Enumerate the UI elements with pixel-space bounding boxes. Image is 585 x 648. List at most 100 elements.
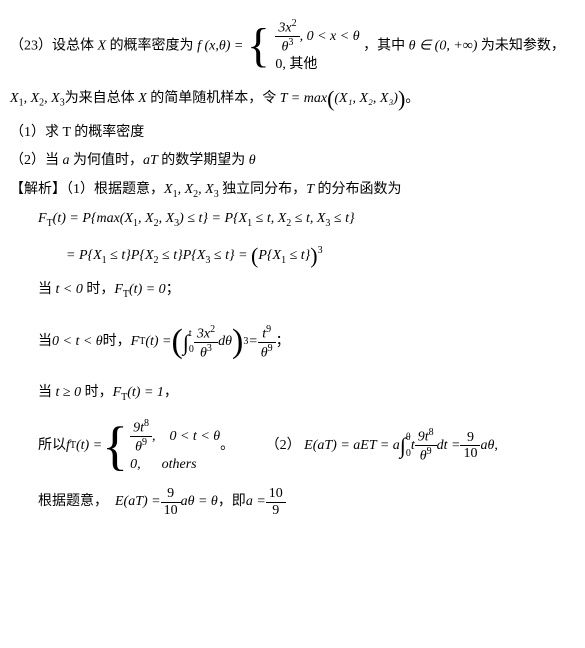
text: 为何值时， — [70, 153, 144, 168]
case-lt0: 当 t < 0 时，FT(t) = 0； — [38, 279, 575, 303]
lparen-icon: ( — [172, 315, 183, 369]
sup: 9 — [427, 446, 432, 457]
fraction: t9 θ9 — [258, 324, 276, 361]
sup: 9 — [142, 437, 147, 448]
T-args: (X₁, X₂, X₃) — [334, 91, 398, 106]
mid: aθ = θ — [181, 491, 218, 513]
text: ， — [164, 385, 178, 400]
cond: t ≥ 0 — [56, 385, 82, 400]
var-X: X — [138, 91, 147, 106]
a-eq: a = — [246, 491, 266, 513]
den: θ — [261, 346, 268, 361]
F: F — [113, 385, 122, 400]
part2-expectation: （2） E(aT) = aET = a ∫θ0 t 9t8 θ9 dt = 9 … — [266, 427, 498, 464]
num: 10 — [266, 486, 286, 502]
fraction: 9 10 — [460, 430, 480, 462]
case2: 0, 其他 — [275, 57, 317, 72]
text: 设总体 — [52, 39, 98, 54]
num: 3x — [278, 21, 291, 36]
text: 。 — [405, 91, 419, 106]
part2-conclusion: 根据题意， E(aT) = 9 10 aθ = θ ，即 a = 10 9 — [38, 486, 286, 518]
sup: 2 — [292, 18, 297, 29]
text: 当 — [38, 282, 56, 297]
var-X: X — [98, 39, 107, 54]
den: θ — [420, 449, 427, 464]
x1: X — [10, 91, 19, 106]
text: 的简单随机样本，令 — [147, 91, 280, 106]
eq: (t) = — [76, 435, 102, 457]
cdf-expand: = P{X1 ≤ t}P{X2 ≤ t}P{X3 ≤ t} = — [66, 248, 251, 263]
sup: 8 — [429, 427, 434, 438]
xi-list: X1, X2, X3 — [164, 182, 219, 197]
left-brace-icon: { — [247, 22, 270, 70]
fraction: 9 10 — [161, 486, 181, 518]
num: 3x — [197, 327, 210, 342]
text: ，其中 — [363, 39, 409, 54]
text: 【解析】（1）根据题意， — [10, 182, 164, 197]
f-expr: f (x,θ) = — [197, 39, 243, 54]
left-brace-icon: { — [102, 419, 128, 473]
comma: , — [494, 435, 498, 457]
text: 时， — [83, 282, 115, 297]
EaT: E(aT) = — [115, 491, 161, 513]
T-def: T = max — [280, 91, 327, 106]
cases-block: 3x2 θ3 , 0 < x < θ 0, 其他 — [275, 18, 359, 75]
problem-line-2: X1, X2, X3为来自总体 X 的简单随机样本，令 T = max((X₁,… — [10, 81, 575, 116]
cdf-line1: FT(t) = P{max(X1, X2, X3) ≤ t} = P{X1 ≤ … — [38, 208, 575, 232]
text: ，即 — [218, 491, 246, 513]
theta: θ — [249, 153, 256, 168]
val: (t) = 1 — [127, 385, 164, 400]
text: 为未知参数， — [477, 39, 565, 54]
eq: (t) = — [145, 331, 171, 353]
text: 为来自总体 — [65, 91, 139, 106]
den: θ — [135, 439, 142, 454]
var-T: T — [306, 182, 314, 197]
num: 9 — [460, 430, 480, 446]
text: 时， — [103, 331, 131, 353]
sup: 9 — [268, 343, 273, 354]
sup: 3 — [318, 245, 323, 256]
x3: , X — [44, 91, 60, 106]
sub: T — [47, 218, 53, 229]
den: θ — [200, 346, 207, 361]
F: F — [114, 282, 123, 297]
cond: , 0 < x < θ — [300, 29, 360, 44]
solution-header: 【解析】（1）根据题意，X1, X2, X3 独立同分布，T 的分布函数为 — [10, 179, 575, 203]
den: 10 — [161, 503, 181, 518]
text: ； — [166, 282, 180, 297]
rparen-icon: ) — [232, 315, 243, 369]
cdf-line2: = P{X1 ≤ t}P{X2 ≤ t}P{X3 ≤ t} = (P{X1 ≤ … — [66, 238, 575, 273]
num: 9t — [418, 430, 429, 445]
text: ； — [276, 331, 290, 353]
case-mid: 当 0 < t < θ 时，FT(t) = ( ∫t0 3x2 θ3 dθ )3… — [38, 315, 290, 369]
text: 根据题意， — [38, 491, 115, 513]
den: 10 — [460, 446, 480, 461]
sup: 3 — [207, 343, 212, 354]
fraction: 9t8 θ9 — [415, 427, 437, 464]
var-a: a — [63, 153, 70, 168]
sup: 9 — [266, 324, 271, 335]
aT: aT — [143, 153, 158, 168]
text: 的分布函数为 — [314, 182, 402, 197]
text: 所以 — [38, 435, 66, 457]
EaT: E(aT) = aET = a — [304, 435, 400, 457]
theta-range: θ ∈ (0, +∞) — [409, 39, 478, 54]
cond: 0 < t < θ — [52, 331, 103, 353]
x2: , X — [24, 91, 40, 106]
sup: 2 — [210, 324, 215, 335]
cond: t < 0 — [56, 282, 83, 297]
text: （2）当 — [10, 153, 63, 168]
eq: = — [248, 331, 257, 353]
cond: , 0 < t < θ — [152, 427, 220, 447]
pdf-result: 所以 fT(t) = { 9t8 θ9 , 0 < t < θ 0, other… — [38, 417, 234, 474]
fraction: 9t8 θ9 — [130, 418, 152, 455]
dt: dt = — [437, 435, 461, 457]
question-2: （2）当 a 为何值时，aT 的数学期望为 θ — [10, 150, 575, 172]
question-1: （1）求 T 的概率密度 — [10, 122, 575, 144]
text: 的数学期望为 — [158, 153, 249, 168]
text: 时， — [81, 385, 113, 400]
text: （1）求 T 的概率密度 — [10, 125, 144, 140]
dtheta: dθ — [218, 331, 232, 353]
text: 当 — [38, 385, 56, 400]
F: F — [131, 331, 140, 353]
